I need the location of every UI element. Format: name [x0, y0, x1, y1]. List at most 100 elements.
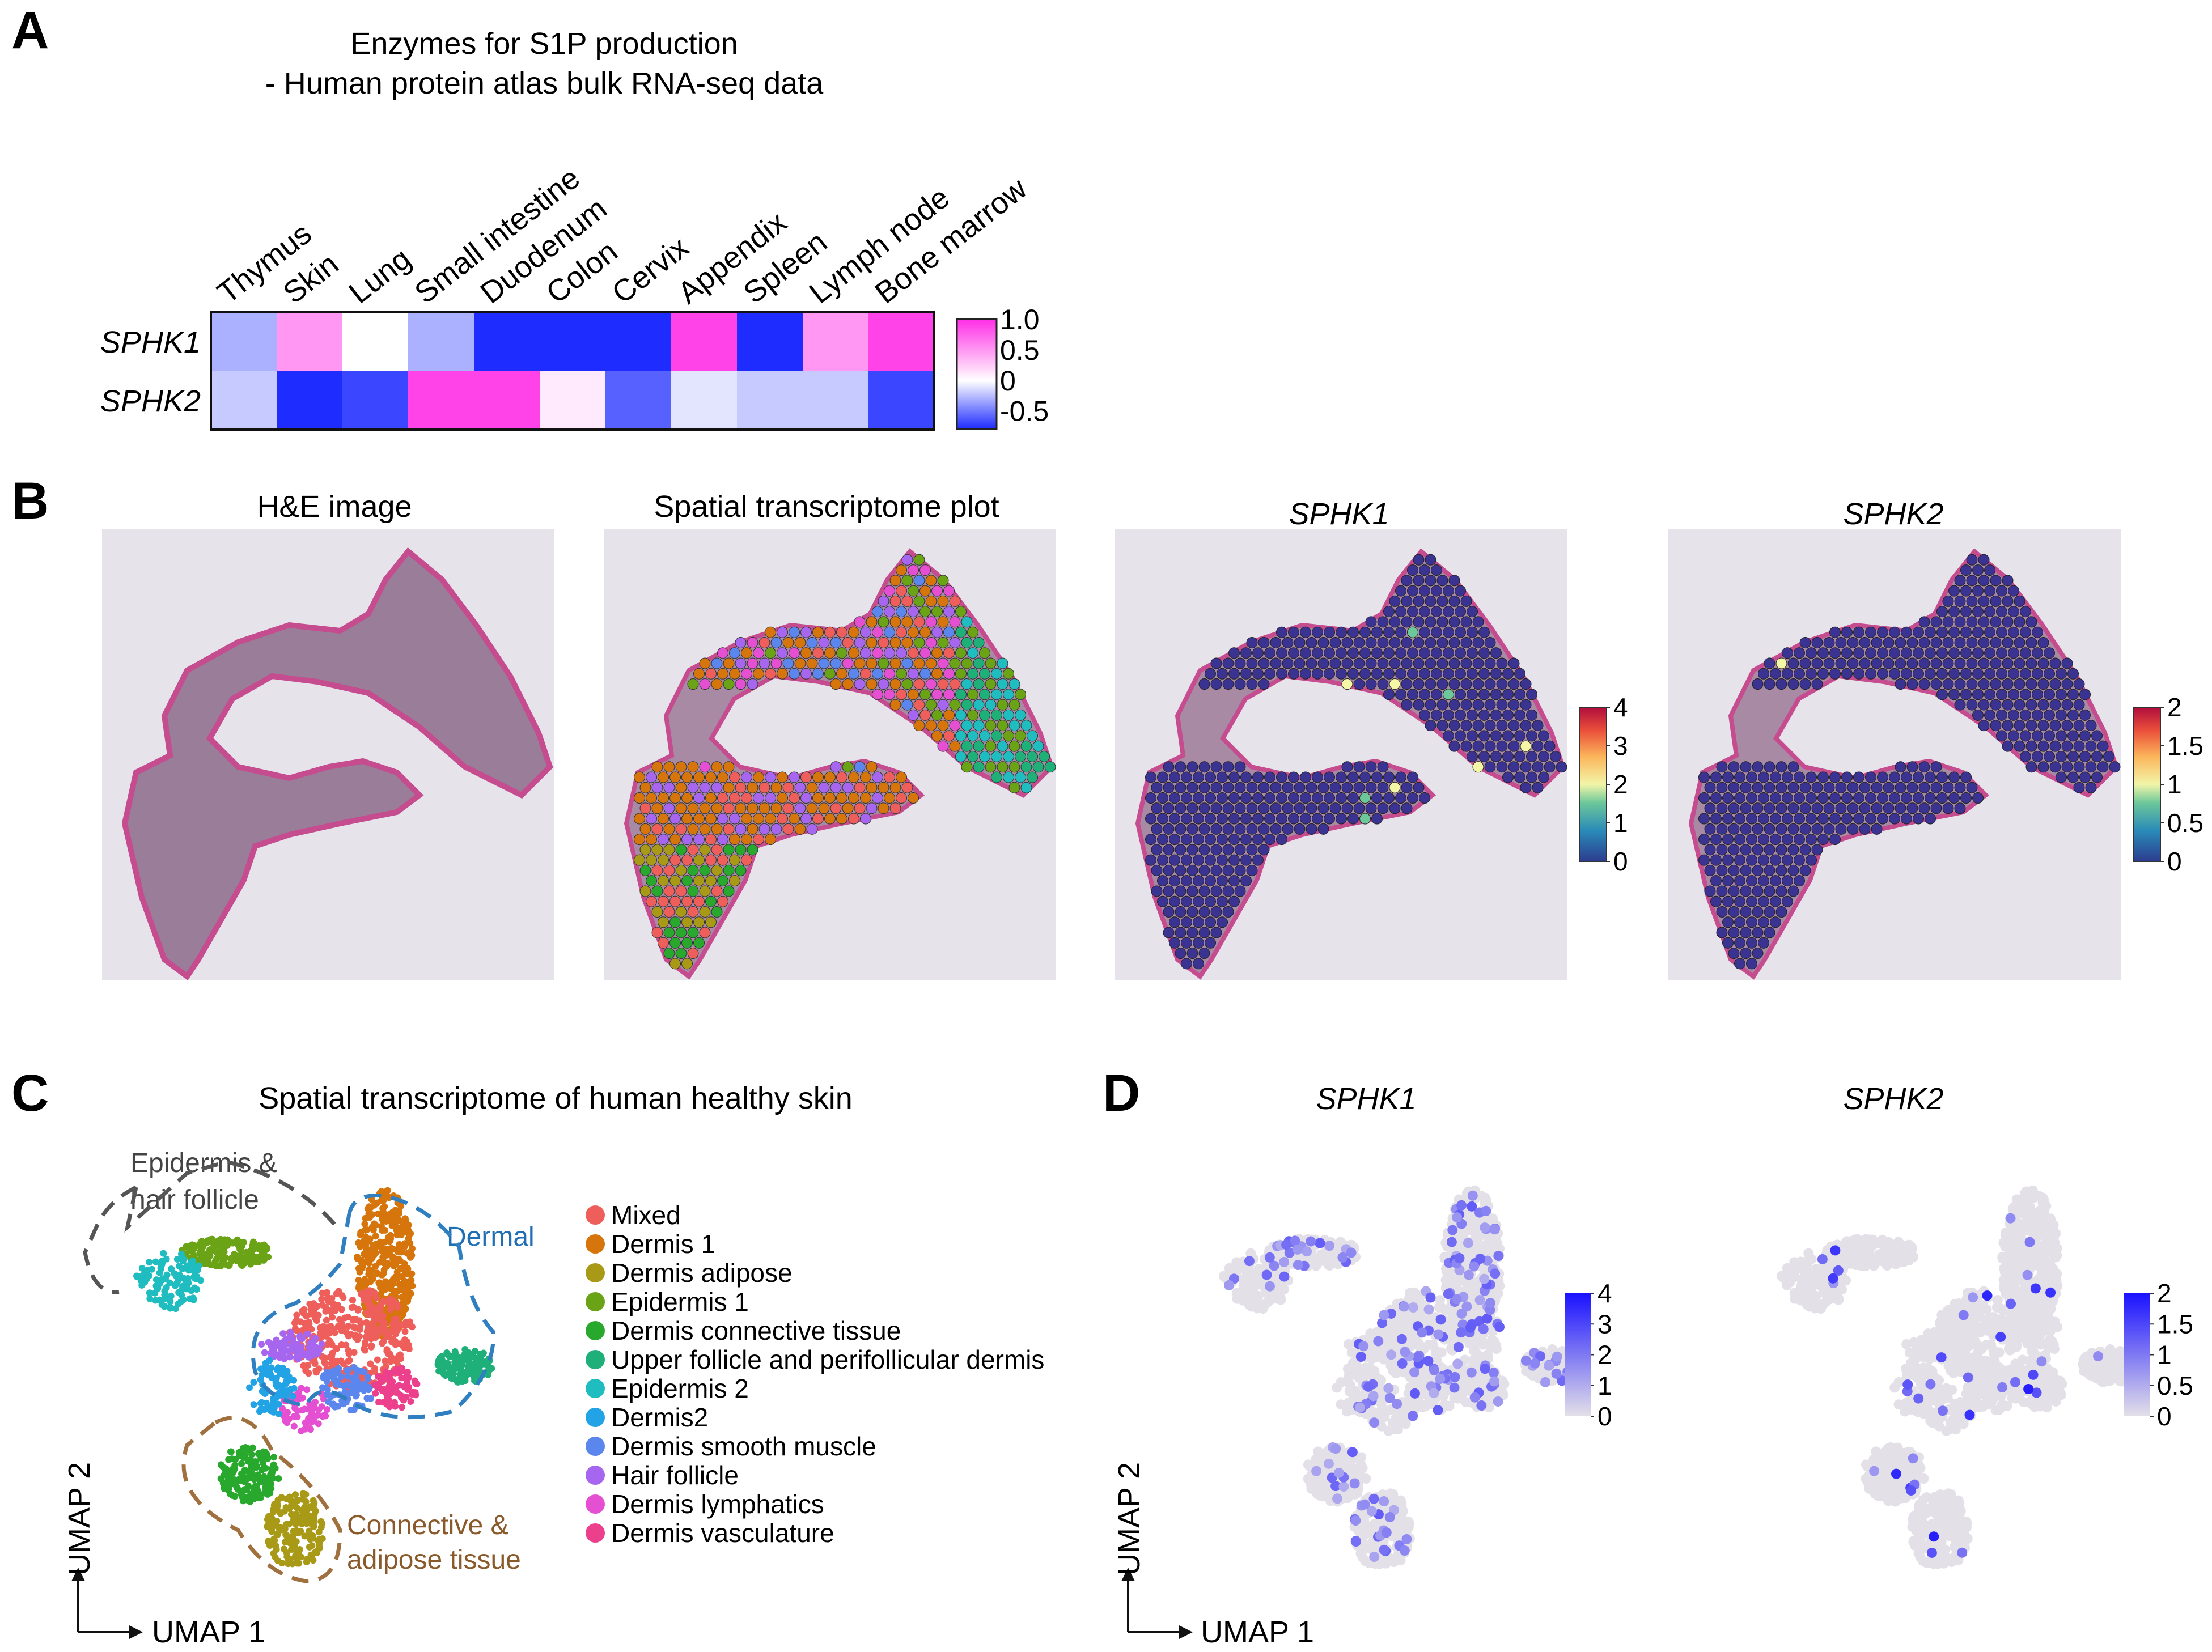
umap-cluster-point [182, 1243, 189, 1250]
sphk1-spot [1324, 792, 1335, 804]
heatmap-row-label: SPHK1 [100, 325, 201, 359]
cluster-spot [782, 823, 794, 835]
sphk1-spot [1520, 678, 1532, 690]
sphk2-spot [1775, 823, 1787, 835]
sphk2-spot [2032, 668, 2043, 680]
umap-cluster-point [257, 1365, 264, 1373]
sphk1-spot [1514, 771, 1525, 783]
umap-cluster-point [306, 1340, 313, 1347]
sphk1-spot [1401, 782, 1413, 793]
umap-cluster-point [412, 1380, 419, 1387]
umap-cluster-point [300, 1306, 308, 1313]
sphk2-spot [2008, 689, 2019, 700]
umap-sphk1-point [1440, 1275, 1451, 1285]
umap-cluster-point [184, 1284, 191, 1291]
sphk2-spot [2025, 699, 2037, 711]
cluster-spot [705, 668, 717, 680]
sphk1-spot [1407, 626, 1418, 638]
umap-cluster-point [286, 1331, 294, 1338]
sphk1-spot [1246, 864, 1258, 876]
cluster-spot [735, 864, 747, 876]
cluster-spot [687, 678, 699, 690]
sphk1-spot [1401, 802, 1413, 814]
sphk2-spot [1740, 802, 1752, 814]
sphk1-spot [1217, 813, 1228, 825]
cluster-spot [681, 834, 693, 846]
sphk1-spot [1217, 854, 1228, 866]
sphk2-spot [1758, 937, 1769, 949]
sphk2-spot [2056, 771, 2067, 783]
sphk2-spot [1722, 937, 1734, 949]
legend-swatch [586, 1379, 605, 1398]
cluster-spot [973, 720, 985, 732]
cluster-spot [646, 875, 657, 887]
umap-cluster-point [480, 1349, 487, 1357]
cluster-spot [753, 771, 764, 783]
sphk2-spot [1728, 948, 1740, 959]
cluster-spot [913, 699, 925, 711]
cluster-spot [741, 813, 752, 825]
sphk1-spot [1181, 895, 1192, 907]
cluster-spot [681, 771, 693, 783]
cluster-spot [931, 626, 943, 638]
sphk1-spot [1198, 802, 1210, 814]
sphk1-spot [1490, 689, 1502, 700]
cluster-spot [866, 616, 878, 628]
sphk2-spot [1859, 657, 1871, 669]
sphk1-spot [1377, 678, 1389, 690]
umap-cluster-point [337, 1317, 345, 1324]
sphk1-spot [1317, 782, 1329, 793]
sphk2-spot [1847, 823, 1859, 835]
sphk2-spot [1936, 792, 1948, 804]
sphk1-spot [1413, 657, 1425, 669]
sphk1-spot [1467, 750, 1478, 762]
heatmap-cell [803, 371, 868, 430]
sphk2-spot [2079, 771, 2091, 783]
sphk1-spot [1175, 782, 1186, 793]
umap-cluster-point [303, 1558, 310, 1566]
sphk2-spot [2025, 616, 2037, 628]
umap-cluster-point [292, 1318, 299, 1325]
sphk1-spot [1193, 771, 1204, 783]
cluster-spot [735, 678, 747, 690]
umap-cluster-point [298, 1427, 305, 1434]
cluster-spot [681, 854, 693, 866]
umap-cluster-point [262, 1399, 270, 1407]
sphk1-spot [1181, 792, 1192, 804]
cluster-spot [979, 689, 990, 700]
sphk2-spot [2008, 585, 2019, 597]
sphk2-spot [1841, 626, 1853, 638]
sphk1-spot [1347, 626, 1359, 638]
cluster-spot [1015, 709, 1026, 721]
sphk2-spot [1775, 864, 1787, 876]
sphk1-spot [1246, 802, 1258, 814]
sphk2-spot [2037, 720, 2049, 732]
sphk1-spot [1336, 792, 1347, 804]
umap-cluster-point [387, 1358, 395, 1365]
tissue-section [121, 547, 553, 981]
sphk1-spot [1413, 699, 1425, 711]
sphk1-spot [1436, 657, 1448, 669]
sphk1-spot [1181, 771, 1192, 783]
cluster-spot [955, 626, 967, 638]
cluster-spot [985, 657, 997, 669]
sphk2-spot [2061, 678, 2073, 690]
sphk1-spot [1383, 606, 1395, 618]
sphk2-spot [1734, 937, 1745, 949]
sphk2-spot [1841, 792, 1853, 804]
umap-sphk1-point [1253, 1264, 1264, 1275]
umap-cluster-point [307, 1310, 315, 1318]
cluster-spot [794, 636, 806, 648]
cluster-spot [973, 740, 985, 752]
spatial-sphk2-title: SPHK2 [1843, 497, 1943, 531]
sphk1-spot [1186, 927, 1198, 938]
umap-cluster-point [348, 1303, 355, 1311]
umap-cluster-point [248, 1254, 256, 1262]
cluster-spot [753, 834, 764, 846]
sphk2-spot [1918, 678, 1930, 690]
sphk2-spot [2073, 678, 2085, 690]
sphk2-spot [1996, 626, 2007, 638]
umap-cluster-point [278, 1494, 285, 1501]
sphk2-spot [1722, 875, 1734, 887]
umap-cluster-point [381, 1238, 388, 1246]
